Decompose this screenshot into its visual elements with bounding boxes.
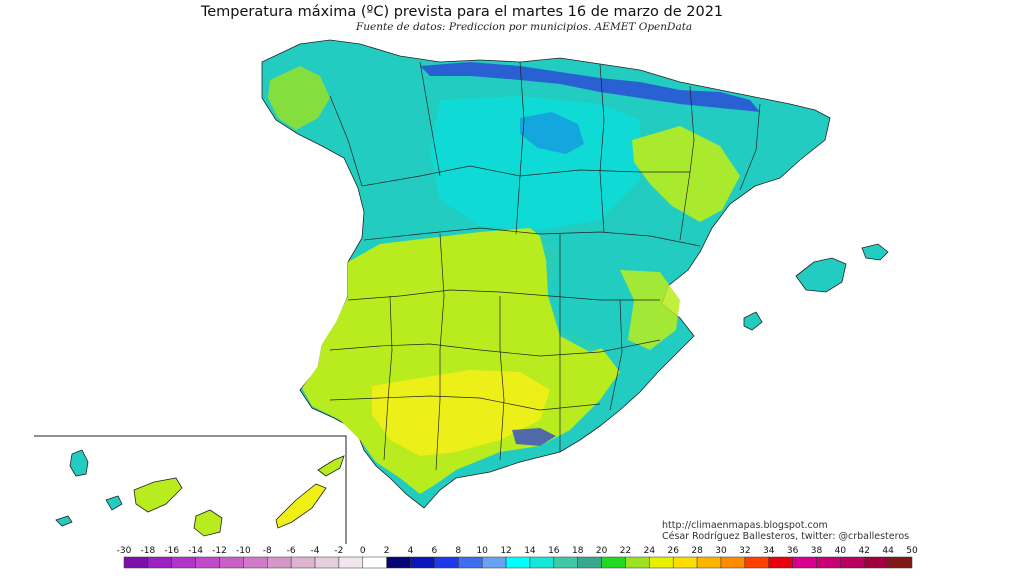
legend-label: 32 bbox=[739, 546, 750, 556]
legend-swatch bbox=[887, 556, 913, 569]
legend-swatch bbox=[338, 556, 364, 569]
legend-label: 24 bbox=[644, 546, 656, 556]
legend-label: 14 bbox=[524, 546, 536, 556]
legend-swatch bbox=[458, 556, 483, 569]
legend-swatch bbox=[768, 556, 793, 569]
balearic-islands bbox=[743, 243, 889, 331]
ebro-warm-zone bbox=[632, 126, 740, 222]
blog-credit: http://climaenmapas.blogspot.com bbox=[662, 520, 828, 531]
legend-swatch bbox=[481, 556, 507, 569]
legend-swatch bbox=[553, 556, 578, 569]
legend-label: 16 bbox=[548, 546, 560, 556]
legend-label: 36 bbox=[787, 546, 799, 556]
legend-label: 6 bbox=[432, 546, 438, 556]
legend-label: 10 bbox=[476, 546, 488, 556]
canary-islands bbox=[55, 449, 345, 537]
legend-label: 12 bbox=[500, 546, 511, 556]
legend-swatch bbox=[672, 556, 698, 569]
legend-swatch bbox=[625, 556, 650, 569]
legend-swatch bbox=[195, 556, 220, 569]
la-palma bbox=[69, 449, 89, 477]
legend-label: 20 bbox=[596, 546, 608, 556]
legend-swatch bbox=[649, 556, 674, 569]
el-hierro bbox=[55, 515, 73, 527]
legend-label: 42 bbox=[859, 546, 870, 556]
legend-label: -4 bbox=[311, 546, 320, 556]
legend-swatch bbox=[123, 556, 149, 569]
legend-swatch bbox=[243, 556, 268, 569]
guadalquivir-hot-zone bbox=[372, 370, 550, 456]
author-credit: César Rodríguez Ballesteros, twitter: @c… bbox=[662, 531, 910, 542]
tenerife bbox=[133, 477, 183, 513]
legend-label: 28 bbox=[691, 546, 703, 556]
legend-label: -8 bbox=[263, 546, 272, 556]
legend-swatch bbox=[816, 556, 841, 569]
gran-canaria bbox=[193, 509, 223, 537]
cantabrian-cold-zone bbox=[420, 62, 760, 112]
province-boundaries bbox=[329, 61, 761, 471]
legend-label: 0 bbox=[360, 546, 366, 556]
credits: http://climaenmapas.blogspot.com César R… bbox=[662, 520, 909, 542]
legend-swatch bbox=[840, 556, 865, 569]
legend-label: -6 bbox=[287, 546, 296, 556]
lanzarote bbox=[317, 455, 345, 477]
legend-label: -10 bbox=[236, 546, 251, 556]
galicia-warm-zone bbox=[268, 66, 330, 130]
legend-swatch bbox=[147, 556, 173, 569]
legend-swatch bbox=[410, 556, 435, 569]
legend-swatch bbox=[505, 556, 531, 569]
legend-label: -30 bbox=[117, 546, 132, 556]
legend-swatch bbox=[720, 556, 746, 569]
legend-label: 44 bbox=[882, 546, 894, 556]
fuerteventura bbox=[275, 483, 327, 529]
map-title: Temperatura máxima (ºC) prevista para el… bbox=[200, 4, 724, 20]
legend-swatch bbox=[863, 556, 889, 569]
legend-swatch bbox=[529, 556, 555, 569]
legend-label: 2 bbox=[384, 546, 390, 556]
legend-swatch bbox=[386, 556, 411, 569]
la-gomera bbox=[105, 495, 123, 511]
meseta-cyan-zone bbox=[430, 96, 640, 230]
legend-label: -16 bbox=[164, 546, 179, 556]
canary-inset-frame bbox=[34, 435, 347, 544]
legend-label: 38 bbox=[811, 546, 823, 556]
legend-swatch bbox=[434, 556, 459, 569]
map-subtitle: Fuente de datos: Prediccion por municipi… bbox=[356, 21, 693, 33]
legend-swatch bbox=[267, 556, 292, 569]
legend-label: 34 bbox=[763, 546, 775, 556]
legend-label: 8 bbox=[455, 546, 461, 556]
legend-swatch bbox=[696, 556, 722, 569]
legend-label: -2 bbox=[334, 546, 343, 556]
legend-swatch bbox=[792, 556, 817, 569]
legend-label: 30 bbox=[715, 546, 727, 556]
legend-swatch bbox=[171, 556, 196, 569]
legend-swatch bbox=[601, 556, 626, 569]
levante-warm-zone bbox=[620, 270, 680, 350]
legend-swatch bbox=[219, 556, 244, 569]
la-mancha-teal-zone bbox=[540, 232, 650, 352]
menorca bbox=[861, 243, 889, 261]
legend-label: -12 bbox=[212, 546, 227, 556]
legend-swatch bbox=[362, 556, 387, 569]
ibiza bbox=[743, 311, 763, 331]
legend-label: -14 bbox=[188, 546, 203, 556]
legend-label: -18 bbox=[141, 546, 156, 556]
legend-label: 26 bbox=[667, 546, 679, 556]
legend-swatch bbox=[577, 556, 602, 569]
legend-swatch bbox=[290, 556, 316, 569]
legend-label: 4 bbox=[408, 546, 414, 556]
sierra-nevada-cold-zone bbox=[512, 428, 556, 446]
legend-swatch bbox=[744, 556, 769, 569]
legend-label: 18 bbox=[572, 546, 584, 556]
legend-label: 40 bbox=[835, 546, 847, 556]
legend-swatch bbox=[314, 556, 340, 569]
legend-label: 22 bbox=[620, 546, 631, 556]
mallorca bbox=[795, 257, 847, 293]
legend-label: 50 bbox=[906, 546, 918, 556]
